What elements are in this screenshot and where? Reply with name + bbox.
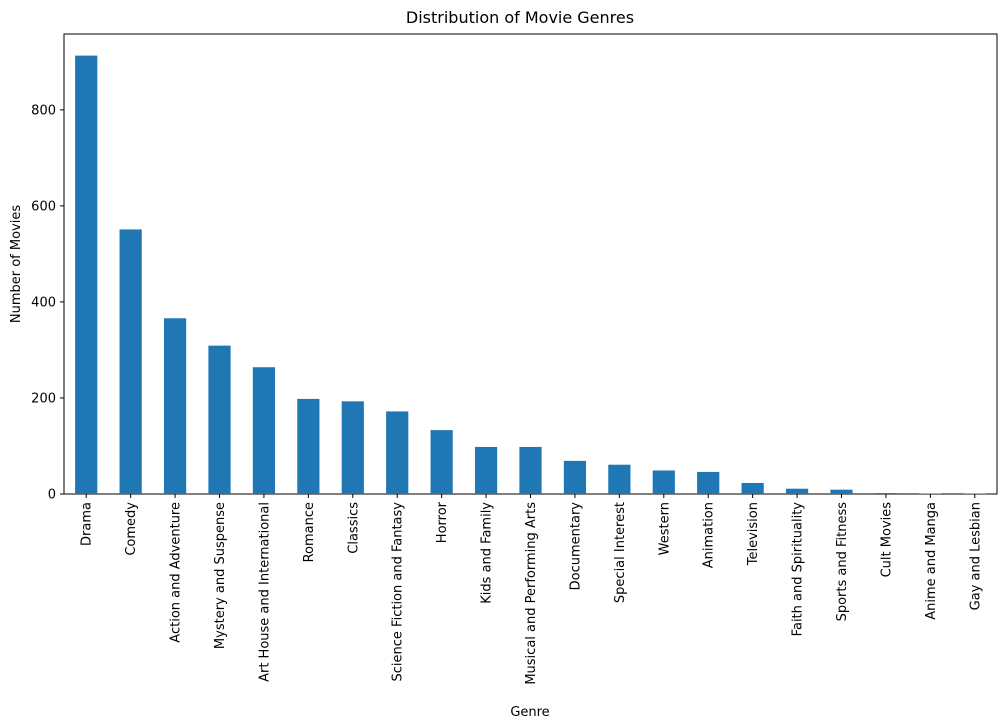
bar-sports-and-fitness bbox=[830, 489, 853, 494]
x-tick-label: Drama bbox=[80, 502, 95, 546]
bars bbox=[75, 55, 986, 495]
chart-title: Distribution of Movie Genres bbox=[406, 8, 634, 27]
y-tick-label: 0 bbox=[48, 488, 56, 503]
y-axis: 0 200 400 600 800 bbox=[31, 103, 64, 503]
y-tick-label: 800 bbox=[31, 103, 56, 118]
bar-horror bbox=[430, 430, 453, 494]
bar-western bbox=[652, 470, 675, 494]
plot-frame bbox=[63, 33, 998, 495]
x-tick-label: Animation bbox=[702, 502, 717, 568]
y-axis-label: Number of Movies bbox=[9, 205, 24, 323]
x-tick-label: Faith and Spirituality bbox=[791, 502, 806, 637]
x-tick-label: Horror bbox=[435, 501, 450, 543]
bar-television bbox=[741, 482, 764, 494]
bar-drama bbox=[75, 55, 98, 495]
x-tick-label: Kids and Family bbox=[480, 502, 495, 604]
y-tick-label: 400 bbox=[31, 295, 56, 310]
x-tick-label: Art House and International bbox=[257, 502, 272, 682]
x-tick-label: Sports and Fitness bbox=[835, 502, 850, 622]
bar-special-interest bbox=[608, 464, 631, 494]
x-tick-label: Cult Movies bbox=[879, 502, 894, 578]
x-tick-label: Comedy bbox=[124, 502, 139, 556]
bar-action-and-adventure bbox=[163, 318, 187, 494]
x-tick-label: Romance bbox=[302, 502, 317, 562]
y-tick-label: 200 bbox=[31, 391, 56, 406]
x-tick-label: Television bbox=[746, 502, 761, 566]
y-tick-label: 600 bbox=[31, 199, 56, 214]
bar-art-house-and-international bbox=[252, 367, 276, 494]
x-tick-label: Musical and Performing Arts bbox=[524, 502, 539, 685]
bar-musical-and-performing-arts bbox=[519, 446, 542, 494]
bar-cult-movies bbox=[874, 493, 898, 494]
bar-romance bbox=[297, 398, 320, 494]
x-tick-label: Documentary bbox=[568, 502, 583, 591]
x-tick-label: Action and Adventure bbox=[169, 502, 184, 643]
x-tick-label: Classics bbox=[346, 502, 361, 554]
bar-science-fiction-and-fantasy bbox=[386, 411, 409, 494]
plot-area bbox=[63, 33, 998, 495]
x-tick-label: Gay and Lesbian bbox=[968, 502, 983, 610]
x-tick-label: Special Interest bbox=[613, 502, 628, 603]
x-axis: Drama Comedy Action and Adventure Mystery a… bbox=[80, 494, 983, 685]
x-tick-label: Science Fiction and Fantasy bbox=[391, 502, 406, 682]
bar-comedy bbox=[119, 229, 142, 494]
bar-animation bbox=[697, 471, 720, 494]
bar-kids-and-family bbox=[474, 446, 498, 494]
x-tick-label: Anime and Manga bbox=[924, 502, 939, 620]
bar-classics bbox=[341, 401, 364, 494]
bar-documentary bbox=[563, 460, 587, 494]
x-axis-label: Genre bbox=[510, 705, 549, 720]
x-tick-label: Mystery and Suspense bbox=[213, 502, 228, 649]
bar-faith-and-spirituality bbox=[785, 488, 809, 494]
x-tick-label: Western bbox=[657, 502, 672, 555]
bar-mystery-and-suspense bbox=[208, 345, 231, 494]
